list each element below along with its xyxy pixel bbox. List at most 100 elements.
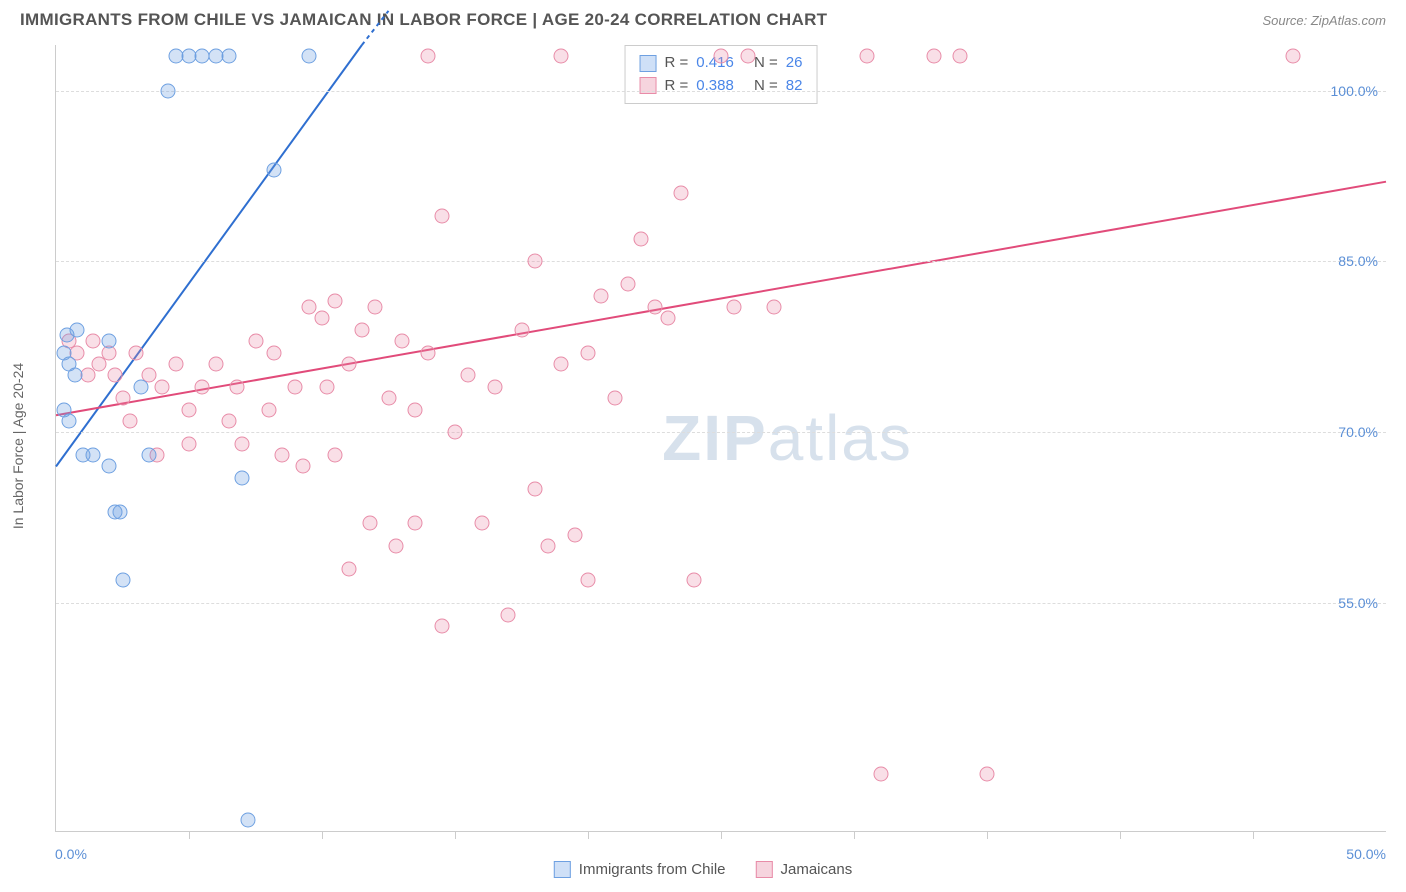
data-point-jamaican	[527, 254, 542, 269]
swatch-chile-icon	[640, 55, 657, 72]
x-tick	[455, 831, 456, 839]
y-tick-label: 55.0%	[1338, 595, 1378, 611]
data-point-jamaican	[229, 379, 244, 394]
data-point-jamaican	[328, 448, 343, 463]
y-axis-title: In Labor Force | Age 20-24	[10, 363, 26, 529]
data-point-jamaican	[581, 345, 596, 360]
data-point-jamaican	[128, 345, 143, 360]
data-point-jamaican	[541, 539, 556, 554]
data-point-jamaican	[487, 379, 502, 394]
data-point-chile	[102, 459, 117, 474]
data-point-chile	[70, 322, 85, 337]
plot-area: ZIPatlas R = 0.416 N = 26 R = 0.388 N = …	[55, 45, 1386, 832]
data-point-jamaican	[320, 379, 335, 394]
data-point-chile	[62, 413, 77, 428]
trendlines-svg	[56, 45, 1386, 831]
data-point-jamaican	[953, 49, 968, 64]
chart-area: ZIPatlas R = 0.416 N = 26 R = 0.388 N = …	[55, 45, 1386, 832]
y-tick-label: 100.0%	[1331, 83, 1378, 99]
data-point-jamaican	[235, 436, 250, 451]
data-point-jamaican	[727, 300, 742, 315]
data-point-jamaican	[123, 413, 138, 428]
data-point-jamaican	[860, 49, 875, 64]
data-point-jamaican	[275, 448, 290, 463]
data-point-chile	[67, 368, 82, 383]
data-point-jamaican	[86, 334, 101, 349]
data-point-jamaican	[1285, 49, 1300, 64]
data-point-chile	[301, 49, 316, 64]
data-point-jamaican	[474, 516, 489, 531]
series-legend: Immigrants from Chile Jamaicans	[554, 861, 852, 878]
x-tick	[1253, 831, 1254, 839]
data-point-jamaican	[362, 516, 377, 531]
x-tick	[721, 831, 722, 839]
data-point-jamaican	[567, 527, 582, 542]
data-point-chile	[160, 83, 175, 98]
data-point-jamaican	[168, 356, 183, 371]
data-point-jamaican	[607, 391, 622, 406]
x-min-label: 0.0%	[55, 846, 87, 862]
x-tick	[189, 831, 190, 839]
data-point-jamaican	[341, 562, 356, 577]
data-point-jamaican	[341, 356, 356, 371]
data-point-jamaican	[182, 436, 197, 451]
data-point-jamaican	[301, 300, 316, 315]
gridline	[56, 91, 1386, 92]
x-tick	[1120, 831, 1121, 839]
gridline	[56, 603, 1386, 604]
data-point-jamaican	[926, 49, 941, 64]
data-point-jamaican	[80, 368, 95, 383]
data-point-jamaican	[501, 607, 516, 622]
data-point-chile	[235, 470, 250, 485]
data-point-jamaican	[647, 300, 662, 315]
data-point-jamaican	[767, 300, 782, 315]
data-point-jamaican	[107, 368, 122, 383]
legend-item-jamaican: Jamaicans	[756, 861, 853, 878]
data-point-jamaican	[408, 402, 423, 417]
data-point-jamaican	[714, 49, 729, 64]
legend-row-jamaican: R = 0.388 N = 82	[640, 75, 803, 98]
data-point-chile	[267, 163, 282, 178]
data-point-jamaican	[296, 459, 311, 474]
data-point-jamaican	[115, 391, 130, 406]
data-point-jamaican	[434, 618, 449, 633]
trendline	[56, 182, 1386, 416]
data-point-chile	[221, 49, 236, 64]
x-max-label: 50.0%	[1346, 846, 1386, 862]
swatch-chile-icon	[554, 861, 571, 878]
data-point-jamaican	[620, 277, 635, 292]
data-point-jamaican	[448, 425, 463, 440]
source-attribution: Source: ZipAtlas.com	[1262, 13, 1386, 28]
data-point-jamaican	[554, 49, 569, 64]
swatch-jamaican-icon	[640, 77, 657, 94]
data-point-jamaican	[554, 356, 569, 371]
x-tick	[322, 831, 323, 839]
trendline	[56, 45, 362, 466]
data-point-chile	[115, 573, 130, 588]
data-point-chile	[142, 448, 157, 463]
data-point-jamaican	[248, 334, 263, 349]
data-point-jamaican	[155, 379, 170, 394]
header: IMMIGRANTS FROM CHILE VS JAMAICAN IN LAB…	[0, 0, 1406, 36]
legend-item-chile: Immigrants from Chile	[554, 861, 726, 878]
data-point-jamaican	[434, 208, 449, 223]
data-point-jamaican	[182, 402, 197, 417]
data-point-jamaican	[288, 379, 303, 394]
data-point-jamaican	[594, 288, 609, 303]
gridline	[56, 261, 1386, 262]
x-tick	[588, 831, 589, 839]
data-point-chile	[134, 379, 149, 394]
x-tick	[987, 831, 988, 839]
x-axis-labels: 0.0% 50.0%	[55, 842, 1386, 862]
data-point-jamaican	[674, 186, 689, 201]
page-title: IMMIGRANTS FROM CHILE VS JAMAICAN IN LAB…	[20, 10, 827, 30]
data-point-jamaican	[208, 356, 223, 371]
swatch-jamaican-icon	[756, 861, 773, 878]
data-point-jamaican	[873, 767, 888, 782]
data-point-jamaican	[389, 539, 404, 554]
data-point-chile	[102, 334, 117, 349]
gridline	[56, 432, 1386, 433]
x-tick	[854, 831, 855, 839]
y-tick-label: 70.0%	[1338, 424, 1378, 440]
data-point-jamaican	[687, 573, 702, 588]
